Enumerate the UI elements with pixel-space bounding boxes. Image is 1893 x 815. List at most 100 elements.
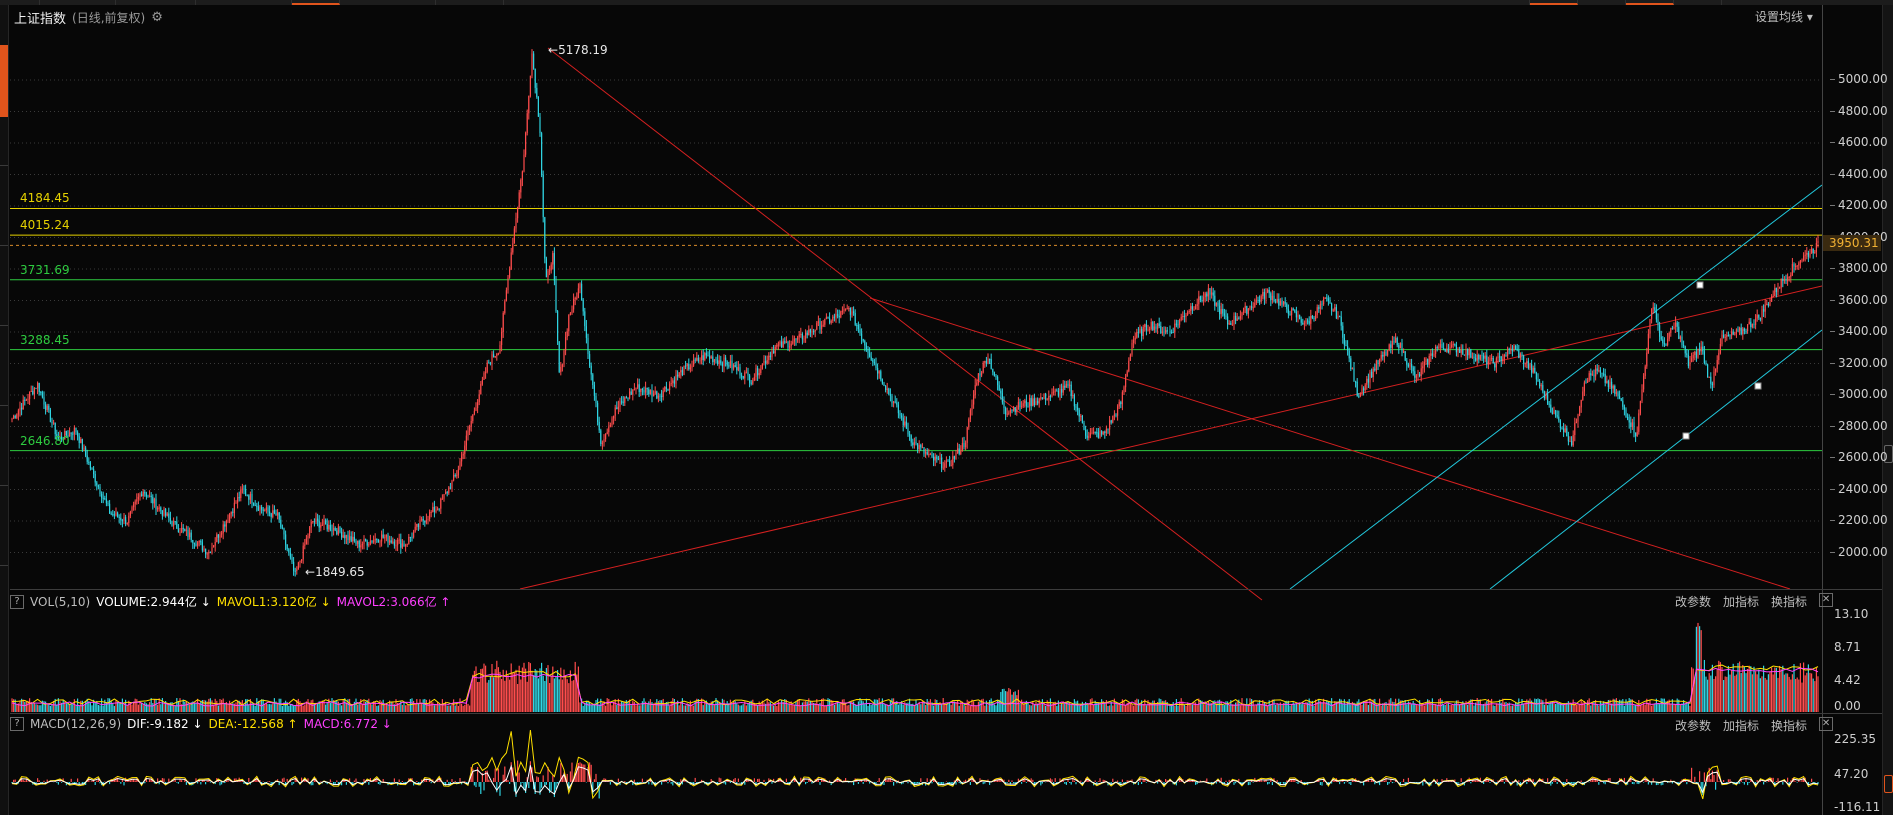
macd-value: MACD:6.772 ↓: [303, 717, 392, 731]
candle-body: [333, 527, 335, 531]
candle-body: [950, 465, 952, 467]
toolbar-tab[interactable]: [196, 0, 292, 5]
close-icon[interactable]: ✕: [1819, 717, 1834, 731]
index-name[interactable]: 上证指数: [14, 12, 67, 27]
candle-body: [987, 358, 989, 364]
panel-divider[interactable]: [10, 589, 1882, 590]
volume-bar: [1814, 681, 1816, 712]
scroll-thumb[interactable]: [1884, 775, 1893, 793]
macd-bar: [1497, 780, 1499, 782]
volume-bar: [622, 702, 624, 712]
modify-params-button[interactable]: 改参数: [1675, 595, 1712, 609]
volume-bar: [1187, 702, 1189, 712]
help-icon[interactable]: ?: [10, 594, 24, 609]
volume-bar: [1574, 703, 1576, 712]
swap-indicator-button[interactable]: 换指标: [1771, 719, 1808, 733]
toolbar-tab[interactable]: [40, 0, 116, 5]
right-scroll-strip[interactable]: [1882, 5, 1893, 815]
macd-bar: [278, 782, 280, 786]
macd-bar: [1566, 779, 1568, 782]
toolbar-tab[interactable]: [1674, 0, 1722, 5]
candle-body: [960, 450, 962, 455]
volume-bar: [1491, 698, 1493, 712]
macd-bar: [1793, 778, 1795, 782]
modify-params-button[interactable]: 改参数: [1675, 719, 1712, 733]
candlestick-chart[interactable]: [10, 5, 1823, 815]
toolbar-tab[interactable]: [1578, 0, 1626, 5]
volume-bar: [1619, 699, 1621, 712]
macd-bar: [1374, 782, 1376, 785]
volume-bar: [1611, 703, 1613, 712]
close-icon[interactable]: ✕: [1819, 593, 1834, 607]
volume-bar: [1729, 674, 1731, 712]
chart-area[interactable]: [10, 5, 1823, 815]
candle-body: [771, 351, 773, 358]
candle-body: [814, 329, 816, 332]
volume-bar: [1694, 676, 1696, 712]
macd-bar: [1563, 782, 1565, 786]
toolbar-tab-active[interactable]: [292, 0, 340, 5]
candle-body: [1523, 355, 1525, 364]
volume-bar: [657, 701, 659, 712]
candle-body: [926, 452, 928, 455]
candle-body: [813, 331, 815, 333]
candle-body: [48, 405, 50, 410]
macd-bar: [1715, 782, 1717, 790]
help-icon[interactable]: ?: [10, 717, 24, 731]
macd-bar: [1327, 782, 1329, 786]
candle-body: [129, 511, 131, 516]
candle-body: [571, 309, 573, 314]
volume-bar: [1120, 703, 1122, 712]
level-label[interactable]: 4184.45: [20, 191, 70, 206]
candle-body: [249, 493, 251, 500]
volume-bar: [1646, 698, 1648, 712]
candle-body: [995, 376, 997, 378]
left-sidebar-strip[interactable]: [0, 5, 9, 815]
level-label[interactable]: 3288.45: [20, 332, 70, 347]
volume-bar: [1126, 702, 1128, 712]
toolbar-tab[interactable]: [116, 0, 196, 5]
ma-settings-button[interactable]: 设置均线 ▾: [1755, 10, 1813, 24]
toolbar-tab[interactable]: [340, 0, 436, 5]
volume-indicator-name[interactable]: VOL(5,10): [30, 594, 91, 609]
volume-bar: [307, 699, 309, 712]
candle-body: [462, 453, 464, 456]
candle-body: [1291, 308, 1293, 315]
macd-bar: [1769, 778, 1771, 782]
level-label[interactable]: 2646.80: [20, 433, 70, 448]
add-indicator-button[interactable]: 加指标: [1723, 719, 1760, 733]
volume-bar: [1563, 703, 1565, 712]
toolbar-tab[interactable]: [436, 0, 504, 5]
toolbar-tab[interactable]: [1482, 0, 1530, 5]
candle-body: [102, 497, 104, 499]
macd-indicator-name[interactable]: MACD(12,26,9): [30, 717, 122, 731]
candle-body: [1372, 368, 1374, 378]
macd-bar: [1671, 782, 1673, 784]
level-label[interactable]: 4015.24: [20, 218, 70, 233]
macd-bar: [1046, 781, 1048, 782]
macd-bar: [793, 777, 795, 782]
volume-bar: [773, 705, 775, 712]
swap-indicator-button[interactable]: 换指标: [1771, 595, 1808, 609]
volume-bar: [939, 702, 941, 712]
panel-divider[interactable]: [10, 713, 1882, 714]
toolbar-tab-active[interactable]: [1626, 0, 1674, 5]
candle-body: [1166, 330, 1168, 332]
volume-bar: [568, 683, 570, 712]
add-indicator-button[interactable]: 加指标: [1723, 595, 1760, 609]
level-label[interactable]: 3731.69: [20, 262, 70, 277]
toolbar-tab[interactable]: [0, 0, 40, 5]
candle-body: [733, 365, 735, 369]
candle-body: [1077, 407, 1079, 410]
candle-body: [566, 331, 568, 338]
toolbar-tab-active[interactable]: [1530, 0, 1578, 5]
volume-bar: [1457, 700, 1459, 712]
volume-bar: [1254, 705, 1256, 712]
macd-bar: [205, 782, 207, 785]
candle-body: [1783, 279, 1785, 281]
macd-bar: [670, 782, 672, 784]
candle-body: [337, 526, 339, 535]
gear-icon[interactable]: ⚙: [151, 10, 163, 25]
macd-bar: [933, 778, 935, 782]
candle-body: [1065, 383, 1067, 388]
